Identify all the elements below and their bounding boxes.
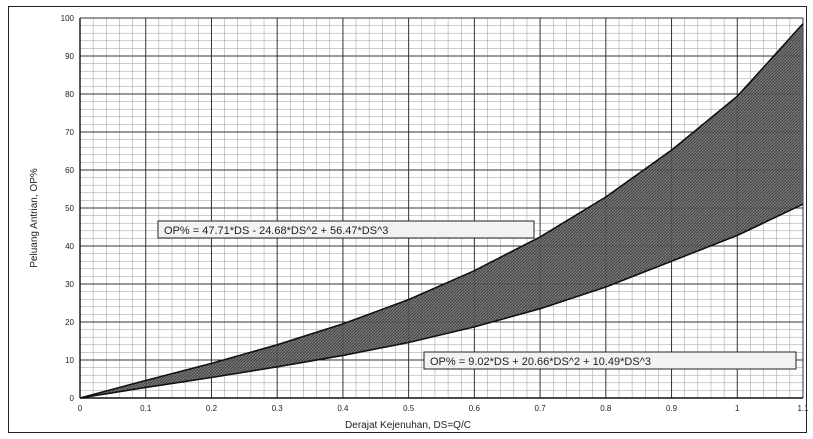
y-tick-label: 80: [65, 90, 74, 99]
x-tick-label: 0.6: [469, 404, 481, 413]
x-tick-labels: 0 0.1 0.2 0.3 0.4 0.5 0.6 0.7 0.8 0.9 1 1.1: [78, 404, 809, 413]
upper-equation-box: [157, 220, 535, 239]
series-lower-line: [79, 203, 804, 399]
series-upper-line: [79, 23, 804, 399]
probability-band: [80, 23, 803, 398]
y-tick-label: 10: [65, 356, 74, 365]
x-tick-label: 0.4: [337, 404, 349, 413]
y-tick-label: 90: [65, 52, 74, 61]
y-axis-title: Peluang Antrian, OP%: [29, 168, 40, 268]
x-tick-label: 0.5: [403, 404, 415, 413]
x-tick-label: 1.1: [797, 404, 809, 413]
x-axis-title: Derajat Kejenuhan, DS=Q/C: [345, 420, 471, 431]
lower-equation-box: [423, 351, 797, 370]
upper-equation-text: OP% = 47.71*DS - 24.68*DS^2 + 56.47*DS^3: [164, 225, 388, 237]
y-tick-label: 50: [65, 204, 74, 213]
x-tick-label: 0.3: [272, 404, 284, 413]
y-tick-label: 60: [65, 166, 74, 175]
upper-equation-annotation: OP% = 47.71*DS - 24.68*DS^2 + 56.47*DS^3: [157, 220, 535, 239]
y-tick-label: 100: [61, 14, 75, 23]
x-tick-label: 1: [735, 404, 740, 413]
y-tick-label: 20: [65, 318, 74, 327]
y-tick-label: 40: [65, 242, 74, 251]
x-tick-label: 0.8: [600, 404, 612, 413]
x-tick-label: 0: [78, 404, 83, 413]
x-tick-label: 0.1: [140, 404, 152, 413]
y-tick-label: 30: [65, 280, 74, 289]
x-tick-label: 0.7: [535, 404, 547, 413]
x-tick-label: 0.2: [206, 404, 218, 413]
y-tick-labels: 0 10 20 30 40 50 60 70 80 90 100: [61, 14, 75, 403]
lower-equation-annotation: OP% = 9.02*DS + 20.66*DS^2 + 10.49*DS^3: [423, 351, 797, 370]
x-tick-label: 0.9: [666, 404, 678, 413]
y-tick-label: 0: [70, 394, 75, 403]
y-tick-label: 70: [65, 128, 74, 137]
lower-equation-text: OP% = 9.02*DS + 20.66*DS^2 + 10.49*DS^3: [430, 356, 651, 368]
